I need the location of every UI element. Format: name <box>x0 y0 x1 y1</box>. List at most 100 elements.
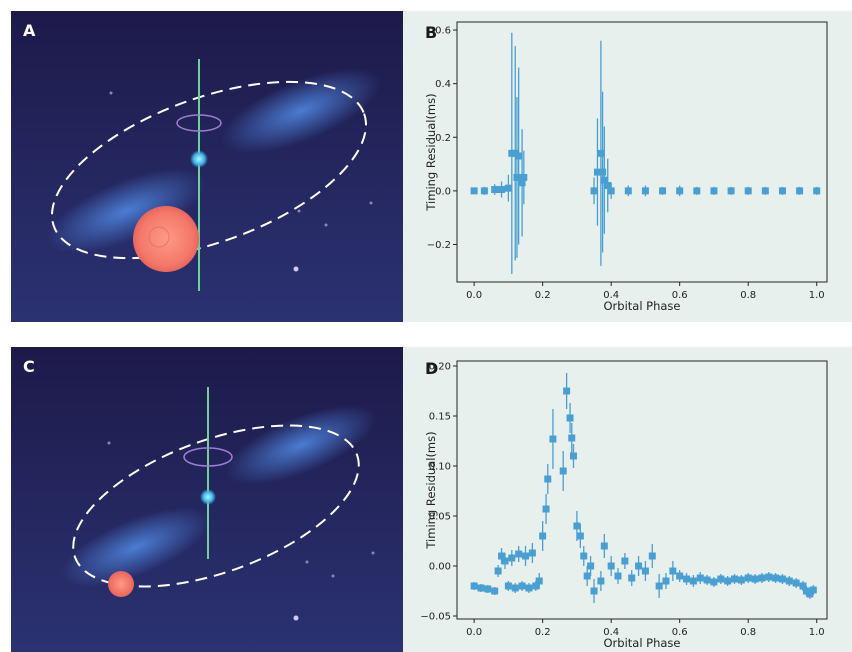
data-point <box>676 572 684 580</box>
data-point <box>569 452 577 460</box>
data-point <box>568 434 576 442</box>
data-point <box>693 187 701 195</box>
data-point <box>731 575 738 583</box>
data-point <box>710 578 718 586</box>
data-point <box>744 574 752 582</box>
orbit-ellipse <box>72 424 360 588</box>
data-point <box>597 149 605 157</box>
x-axis-label: Orbital Phase <box>603 299 680 313</box>
panel-label: D <box>425 359 439 378</box>
data-point <box>778 575 786 583</box>
illustration-panel-c: C <box>11 347 403 652</box>
data-point <box>614 572 622 580</box>
star-dot <box>109 91 113 95</box>
x-tick-label: 0.2 <box>535 290 551 301</box>
data-point <box>761 187 769 195</box>
data-point <box>607 562 615 570</box>
data-point <box>559 467 567 475</box>
star-texture <box>148 226 170 248</box>
star-dot <box>369 201 373 205</box>
data-point <box>511 584 519 592</box>
timing-residual-chart-d: 0.0 0.2 0.4 0.6 0.8 1.0 0.20 0.15 0.10 0.05 0.00 −0… <box>403 347 852 652</box>
data-series <box>470 373 817 603</box>
data-point <box>662 577 670 585</box>
data-point <box>765 573 773 581</box>
data-point <box>799 582 807 590</box>
data-point <box>669 567 677 575</box>
data-point <box>785 577 793 585</box>
data-point <box>659 187 667 195</box>
binary-system-illustration-a <box>11 11 403 322</box>
data-point <box>593 168 601 176</box>
data-point <box>597 577 605 585</box>
disk-glow-right <box>226 405 376 485</box>
y-tick-label: 0.6 <box>435 26 451 37</box>
star-dot <box>324 223 328 227</box>
plot-background <box>403 11 852 322</box>
data-point <box>501 557 509 565</box>
data-point <box>470 582 478 590</box>
x-tick-label: 0.4 <box>603 290 619 301</box>
x-tick-label: 0.4 <box>603 627 619 638</box>
data-point <box>515 152 523 160</box>
spin-direction-ring <box>176 114 222 132</box>
panel-label: A <box>23 21 36 40</box>
data-point <box>532 582 540 590</box>
data-point <box>628 574 636 582</box>
axes-frame <box>456 360 828 620</box>
data-point <box>535 577 543 585</box>
plot-background <box>403 347 852 652</box>
data-point <box>477 584 485 592</box>
companion-star-icon <box>133 206 199 272</box>
chart-panel-d: 0.0 0.2 0.4 0.6 0.8 1.0 0.20 0.15 0.10 0.05 0.00 −0… <box>403 347 852 652</box>
data-point <box>600 176 608 184</box>
data-point <box>737 576 745 584</box>
y-axis-label: Timing Residual(ms) <box>424 93 438 211</box>
data-point <box>539 532 547 540</box>
y-tick-label: 0.10 <box>429 462 451 473</box>
x-tick-label: 0.8 <box>740 290 756 301</box>
star-dot <box>305 560 309 564</box>
star-dot <box>293 615 299 621</box>
star-dot <box>371 551 375 555</box>
data-point <box>518 179 526 187</box>
y-tick-label: 0.00 <box>429 562 451 573</box>
timing-residual-chart-b: 0.0 0.2 0.4 0.6 0.8 1.0 0.6 0.4 0.2 0.0 −0.2 Orbita… <box>403 11 852 322</box>
data-point <box>544 475 552 483</box>
data-point <box>525 584 533 592</box>
data-point <box>689 577 697 585</box>
disk-glow-right <box>221 68 381 154</box>
data-point <box>522 552 530 560</box>
data-point <box>772 574 780 582</box>
data-point <box>796 187 804 195</box>
y-tick-label: 0.2 <box>435 133 451 144</box>
pulsar-icon <box>200 489 216 505</box>
data-point <box>587 562 595 570</box>
star-dot <box>293 266 299 272</box>
y-tick-label: 0.15 <box>429 412 451 423</box>
data-point <box>583 572 591 580</box>
pulsar-icon <box>190 150 208 168</box>
chart-panel-b: 0.0 0.2 0.4 0.6 0.8 1.0 0.6 0.4 0.2 0.0 −0.2 Orbita… <box>403 11 852 322</box>
y-tick-label: 0.20 <box>429 362 451 373</box>
data-point <box>655 582 663 590</box>
data-point <box>724 577 732 585</box>
data-point <box>576 532 584 540</box>
y-tick-label: −0.2 <box>427 240 451 251</box>
data-point <box>676 187 684 195</box>
data-point <box>683 575 691 583</box>
data-point <box>648 552 656 560</box>
y-tick-label: 0.05 <box>429 512 451 523</box>
panel-label: B <box>425 23 438 42</box>
x-tick-label: 0.6 <box>672 290 688 301</box>
data-point <box>498 186 506 194</box>
disk-glow-left <box>61 507 211 587</box>
axes-frame <box>456 21 828 283</box>
data-point <box>504 184 512 192</box>
data-point <box>758 574 766 582</box>
data-point <box>604 182 612 190</box>
data-point <box>542 505 550 513</box>
x-tick-label: 0.0 <box>466 290 482 301</box>
data-point <box>508 554 516 562</box>
data-point <box>484 585 492 593</box>
